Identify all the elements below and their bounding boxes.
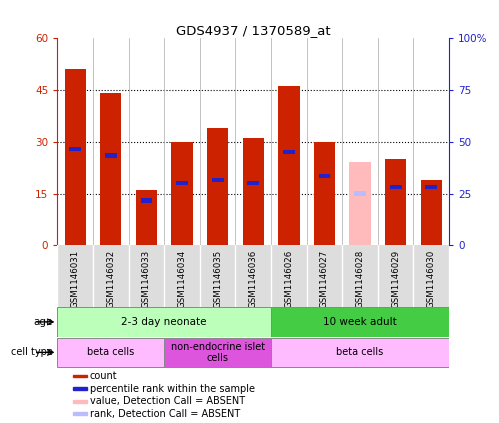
Text: GSM1146036: GSM1146036 [249, 250, 258, 308]
Title: GDS4937 / 1370589_at: GDS4937 / 1370589_at [176, 24, 330, 37]
Bar [171, 142, 193, 245]
Text: non-endocrine islet
cells: non-endocrine islet cells [171, 341, 264, 363]
FancyBboxPatch shape [164, 338, 271, 367]
Text: GSM1146035: GSM1146035 [213, 250, 222, 308]
Bar [136, 190, 157, 245]
Bar [105, 154, 117, 158]
Bar [243, 138, 264, 245]
FancyBboxPatch shape [57, 338, 164, 367]
FancyBboxPatch shape [271, 338, 449, 367]
Bar [73, 387, 87, 390]
Bar [385, 159, 406, 245]
Text: GSM1146029: GSM1146029 [391, 250, 400, 308]
Bar [64, 69, 86, 245]
Bar [349, 162, 371, 245]
Text: GSM1146034: GSM1146034 [178, 250, 187, 308]
Bar [212, 178, 224, 182]
Bar [176, 181, 188, 185]
Bar [141, 198, 152, 203]
Bar [354, 192, 366, 195]
Bar [100, 93, 121, 245]
Text: GSM1146030: GSM1146030 [427, 250, 436, 308]
Text: GSM1146033: GSM1146033 [142, 250, 151, 308]
Text: GSM1146031: GSM1146031 [71, 250, 80, 308]
Bar [314, 142, 335, 245]
Text: 2-3 day neonate: 2-3 day neonate [121, 317, 207, 327]
Text: GSM1146027: GSM1146027 [320, 250, 329, 308]
Text: value, Detection Call = ABSENT: value, Detection Call = ABSENT [89, 396, 245, 406]
Text: count: count [89, 371, 117, 381]
Text: beta cells: beta cells [336, 347, 384, 357]
Bar [69, 146, 81, 151]
Bar [73, 400, 87, 403]
FancyBboxPatch shape [57, 307, 271, 337]
Bar [390, 184, 402, 189]
Bar [248, 181, 259, 185]
FancyBboxPatch shape [271, 307, 449, 337]
Bar [318, 174, 330, 179]
Bar [278, 86, 299, 245]
Text: age: age [33, 317, 52, 327]
Text: beta cells: beta cells [87, 347, 134, 357]
Text: GSM1146032: GSM1146032 [106, 250, 115, 308]
Text: percentile rank within the sample: percentile rank within the sample [89, 384, 254, 394]
Text: GSM1146028: GSM1146028 [356, 250, 365, 308]
Bar [421, 180, 442, 245]
Bar [73, 374, 87, 377]
Bar [207, 128, 229, 245]
Bar [426, 184, 437, 189]
Text: rank, Detection Call = ABSENT: rank, Detection Call = ABSENT [89, 409, 240, 419]
Text: cell type: cell type [10, 347, 52, 357]
Text: 10 week adult: 10 week adult [323, 317, 397, 327]
Bar [73, 412, 87, 415]
Bar [283, 150, 295, 154]
Text: GSM1146026: GSM1146026 [284, 250, 293, 308]
